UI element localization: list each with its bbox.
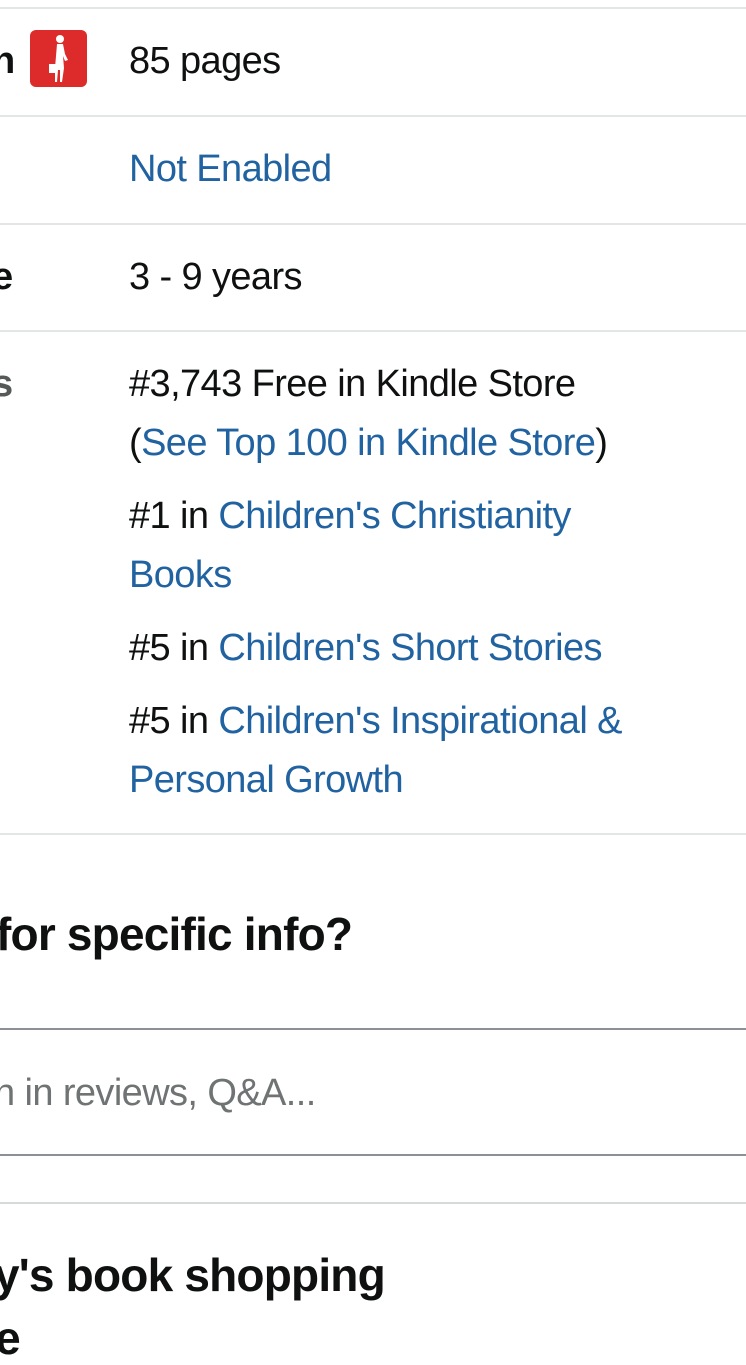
- print-length-value: 85 pages: [129, 40, 281, 82]
- rank-item: #5 in Children's Short Stories: [129, 627, 603, 670]
- category-link-christianity[interactable]: Children's Christianity: [218, 495, 571, 537]
- rank-item: #5 in Children's Inspirational &: [129, 700, 623, 743]
- rank-number: #1 in: [129, 495, 219, 537]
- search-placeholder: n in reviews, Q&A...: [0, 1072, 316, 1114]
- paren-open: (: [129, 422, 142, 464]
- category-link-inspirational-cont[interactable]: Personal Growth: [129, 759, 404, 801]
- print-length-label: h: [0, 40, 16, 82]
- divider: [0, 7, 746, 9]
- rank-overall-text: #3,743 Free in Kindle Store: [129, 363, 576, 405]
- see-top-100-link[interactable]: See Top 100 in Kindle Store: [141, 422, 596, 464]
- section-heading-cont: re: [0, 1312, 21, 1364]
- search-section-heading: for specific info?: [0, 908, 353, 960]
- category-link-christianity-cont[interactable]: Books: [129, 554, 232, 596]
- section-heading: y's book shopping: [0, 1249, 386, 1301]
- reading-age-value: 3 - 9 years: [129, 256, 303, 298]
- reading-woman-icon[interactable]: [30, 30, 87, 87]
- top-100-line: (See Top 100 in Kindle Store): [129, 422, 608, 465]
- divider: [0, 330, 746, 332]
- category-link-short-stories[interactable]: Children's Short Stories: [218, 627, 602, 669]
- divider: [0, 833, 746, 835]
- divider: [0, 1202, 746, 1204]
- rank-number: #5 in: [129, 700, 219, 742]
- best-sellers-rank-label: s: [0, 363, 14, 405]
- rank-number: #5 in: [129, 627, 219, 669]
- reading-age-label: e: [0, 256, 14, 298]
- paren-close: ): [595, 422, 608, 464]
- category-link-inspirational[interactable]: Children's Inspirational &: [218, 700, 622, 742]
- divider: [0, 115, 746, 117]
- divider: [0, 223, 746, 225]
- search-input[interactable]: n in reviews, Q&A...: [0, 1028, 746, 1156]
- rank-item: #1 in Children's Christianity: [129, 495, 571, 538]
- not-enabled-link[interactable]: Not Enabled: [129, 148, 332, 190]
